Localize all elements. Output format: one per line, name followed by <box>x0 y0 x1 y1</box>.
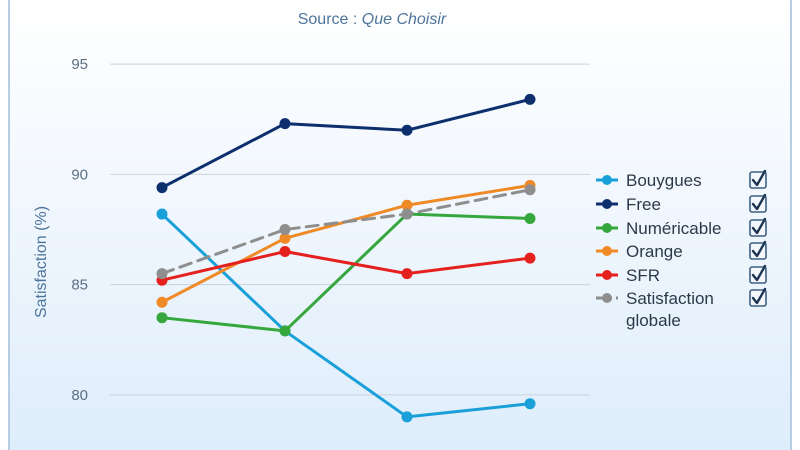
series-line-sfr <box>160 250 532 282</box>
chart-subtitle: Source : Que Choisir <box>298 11 447 28</box>
y-tick-label: 95 <box>71 56 88 73</box>
data-point-free <box>156 182 168 194</box>
data-point-satisfaction-globale <box>524 184 536 196</box>
legend-checkbox-satisfaction-globale[interactable] <box>749 287 767 307</box>
y-axis-label: Satisfaction (%) <box>33 206 50 318</box>
legend-item-bouygues[interactable]: Bouygues <box>596 169 767 190</box>
legend-item-num-ricable[interactable]: Numéricable <box>596 217 767 238</box>
data-point-free <box>279 118 291 130</box>
legend-label: Satisfaction <box>626 289 714 308</box>
series-line-satisfaction-globale <box>160 188 532 276</box>
subtitle-prefix: Source : <box>298 11 362 28</box>
data-point-satisfaction-globale <box>401 208 413 220</box>
data-point-free <box>401 124 413 136</box>
chart-frame: Source : Que Choisir Satisfaction (%) 95… <box>8 0 792 450</box>
legend-label: Free <box>626 195 661 214</box>
data-point-satisfaction-globale <box>156 268 168 280</box>
grid-lines <box>110 63 590 396</box>
legend-symbol-dot <box>602 270 612 280</box>
checkmark-icon <box>751 193 767 211</box>
data-point-orange <box>279 232 291 244</box>
legend-symbol-dot <box>602 175 612 185</box>
legend-label: SFR <box>626 266 660 285</box>
legend-checkbox-bouygues[interactable] <box>749 169 767 189</box>
series-line-num-ricable <box>160 212 532 333</box>
series-group <box>156 93 536 423</box>
y-tick-label: 85 <box>71 277 88 294</box>
legend[interactable]: Bouygues Free Numéricable Orange SFR Satisfac… <box>596 169 767 330</box>
data-point-num-ricable <box>156 312 168 324</box>
data-point-bouygues <box>524 398 536 410</box>
y-tick-label: 90 <box>71 166 88 183</box>
legend-checkbox-free[interactable] <box>749 193 767 213</box>
checkmark-icon <box>751 240 767 258</box>
checkmark-icon <box>751 217 767 235</box>
legend-label: Orange <box>626 242 683 261</box>
legend-symbol-dot <box>602 223 612 233</box>
data-point-bouygues <box>401 411 413 423</box>
legend-checkbox-num-ricable[interactable] <box>749 217 767 237</box>
subtitle-source: Que Choisir <box>362 11 447 28</box>
data-point-num-ricable <box>524 212 536 224</box>
data-point-orange <box>401 199 413 211</box>
checkmark-icon <box>751 169 767 187</box>
legend-item-orange[interactable]: Orange <box>596 240 767 261</box>
data-point-free <box>524 93 536 105</box>
legend-checkbox-orange[interactable] <box>749 240 767 260</box>
y-tick-label: 80 <box>71 387 88 404</box>
legend-item-satisfaction-globale[interactable]: Satisfaction globale <box>596 287 767 330</box>
legend-symbol-dot <box>602 293 612 303</box>
series-line-bouygues <box>160 212 532 419</box>
line-chart: Source : Que Choisir Satisfaction (%) 95… <box>33 11 767 423</box>
data-point-num-ricable <box>279 325 291 337</box>
legend-label: Numéricable <box>626 219 721 238</box>
checkmark-icon <box>751 264 767 282</box>
legend-label: globale <box>626 311 681 330</box>
legend-label: Bouygues <box>626 171 702 190</box>
data-point-sfr <box>401 268 413 280</box>
data-point-orange <box>156 296 168 308</box>
checkmark-icon <box>751 287 767 305</box>
series-line-free <box>160 97 532 190</box>
data-point-sfr <box>524 252 536 264</box>
legend-item-free[interactable]: Free <box>596 193 767 214</box>
legend-symbol-dot <box>602 246 612 256</box>
data-point-sfr <box>279 246 291 258</box>
data-point-satisfaction-globale <box>279 223 291 235</box>
legend-checkbox-sfr[interactable] <box>749 264 767 284</box>
data-point-bouygues <box>156 208 168 220</box>
legend-symbol-dot <box>602 199 612 209</box>
y-tick-labels: 95 90 85 80 <box>71 56 88 404</box>
legend-item-sfr[interactable]: SFR <box>596 264 767 285</box>
